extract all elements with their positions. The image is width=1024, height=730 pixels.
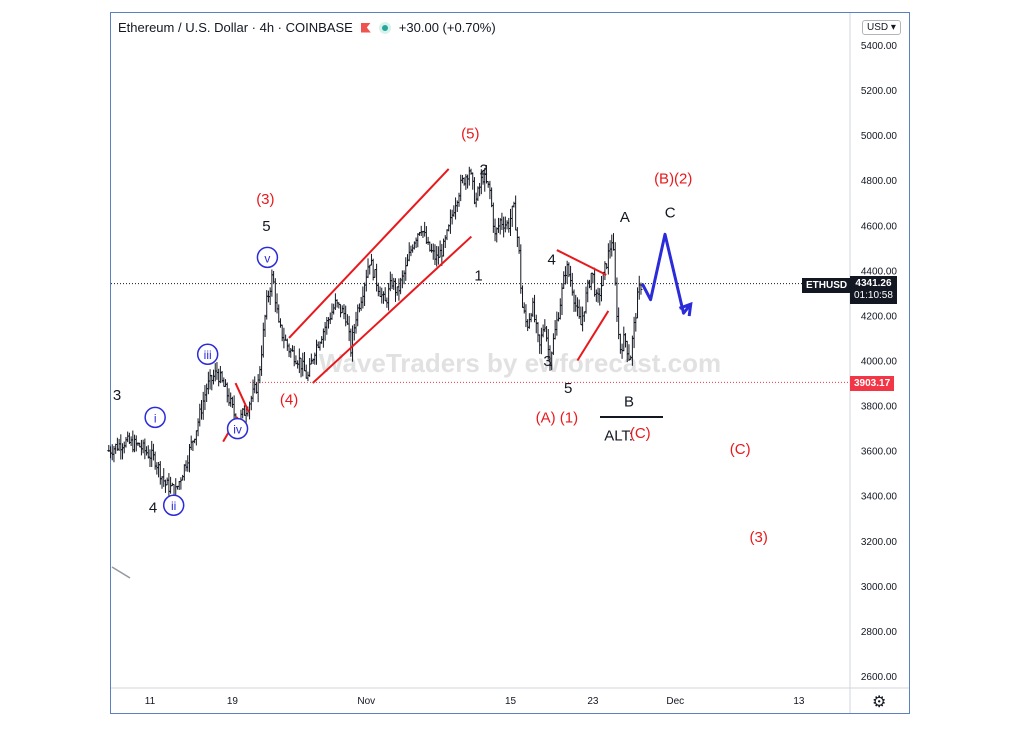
- wave-label[interactable]: 2: [480, 161, 488, 178]
- y-tick-label: 3000.00: [861, 582, 898, 593]
- y-tick-label: 2600.00: [861, 672, 898, 683]
- y-tick-label: 5000.00: [861, 131, 898, 142]
- wave-label-circle: [256, 246, 279, 269]
- wave-label-circle: [144, 406, 166, 429]
- wave-label[interactable]: 4: [149, 499, 157, 516]
- wave-label-circle: [226, 417, 249, 440]
- y-tick-label: 3600.00: [861, 447, 898, 458]
- y-tick-label: 3400.00: [861, 492, 898, 503]
- wave-label-circle: [162, 494, 185, 516]
- x-tick-label: 23: [587, 696, 599, 707]
- chart-legend: Ethereum / U.S. Dollar · 4h · COINBASE +…: [118, 20, 496, 35]
- current-price-value: 4341.26: [855, 278, 892, 289]
- wave-label[interactable]: i: [154, 411, 157, 425]
- gear-icon[interactable]: ⚙: [872, 694, 887, 711]
- channel-line[interactable]: [312, 235, 473, 384]
- channel-line[interactable]: [576, 310, 610, 362]
- watermark: WaveTraders by ewforecast.com: [319, 348, 721, 378]
- flag-icon[interactable]: [360, 22, 371, 33]
- currency-selector[interactable]: USD ▾: [862, 20, 901, 35]
- x-tick-label: 19: [227, 696, 239, 707]
- wave-label[interactable]: (5): [461, 125, 479, 142]
- symbol-price-tag: ETHUSD: [802, 278, 852, 293]
- wave-label[interactable]: 3: [113, 387, 121, 404]
- market-status-icon: [378, 21, 391, 34]
- wave-label[interactable]: (C): [630, 425, 651, 442]
- channel-line[interactable]: [288, 168, 450, 339]
- wave-label[interactable]: C: [665, 204, 676, 221]
- y-tick-label: 4000.00: [861, 357, 898, 368]
- wave-label[interactable]: B: [624, 394, 634, 411]
- x-tick-label: 15: [505, 696, 517, 707]
- wave-label[interactable]: v: [264, 251, 270, 265]
- channel-line[interactable]: [556, 249, 607, 276]
- x-tick-label: Nov: [357, 696, 375, 707]
- support-price-tag: 3903.17: [850, 376, 895, 391]
- current-price-tag: 4341.26 01:10:58: [850, 276, 897, 304]
- wave-label[interactable]: ii: [171, 499, 176, 513]
- x-tick-label: 11: [145, 696, 156, 707]
- y-tick-label: 4400.00: [861, 266, 898, 277]
- wave-label[interactable]: 1: [474, 267, 482, 284]
- y-tick-label: 3200.00: [861, 537, 898, 548]
- wave-label[interactable]: ALT:: [604, 427, 633, 444]
- chart-frame: [110, 12, 910, 714]
- wave-projection-arrowhead: [678, 301, 693, 317]
- y-tick-label: 3800.00: [861, 402, 898, 413]
- wave-label[interactable]: 4: [548, 252, 556, 269]
- wave-label[interactable]: (C): [730, 441, 751, 458]
- wave-label[interactable]: iv: [233, 423, 242, 437]
- y-tick-label: 2800.00: [861, 627, 898, 638]
- symbol-title: Ethereum / U.S. Dollar · 4h · COINBASE: [118, 20, 353, 35]
- x-tick-label: 13: [793, 696, 805, 707]
- wave-label[interactable]: 5: [564, 380, 572, 397]
- wave-label[interactable]: (3): [256, 191, 274, 208]
- wave-label[interactable]: (3): [750, 529, 768, 546]
- wave-label-circle: [196, 343, 219, 365]
- wave-label[interactable]: 5: [262, 218, 270, 235]
- trend-line: [111, 566, 131, 579]
- wave-label[interactable]: (A) (1): [536, 409, 579, 426]
- wave-label[interactable]: iii: [204, 348, 212, 362]
- price-change: +30.00 (+0.70%): [398, 20, 496, 35]
- y-tick-label: 5200.00: [861, 86, 898, 97]
- channel-line[interactable]: [234, 382, 250, 413]
- y-tick-label: 4800.00: [861, 176, 898, 187]
- wave-label[interactable]: 3: [543, 353, 551, 370]
- wave-projection-path[interactable]: [641, 232, 692, 315]
- wave-label[interactable]: (B)(2): [654, 170, 692, 187]
- wave-label[interactable]: A: [620, 209, 630, 226]
- wave-label[interactable]: (4): [280, 391, 298, 408]
- y-tick-label: 4600.00: [861, 221, 898, 232]
- y-tick-label: 4200.00: [861, 311, 898, 322]
- bar-countdown: 01:10:58: [854, 290, 893, 301]
- y-tick-label: 5400.00: [861, 41, 898, 52]
- x-tick-label: Dec: [666, 696, 684, 707]
